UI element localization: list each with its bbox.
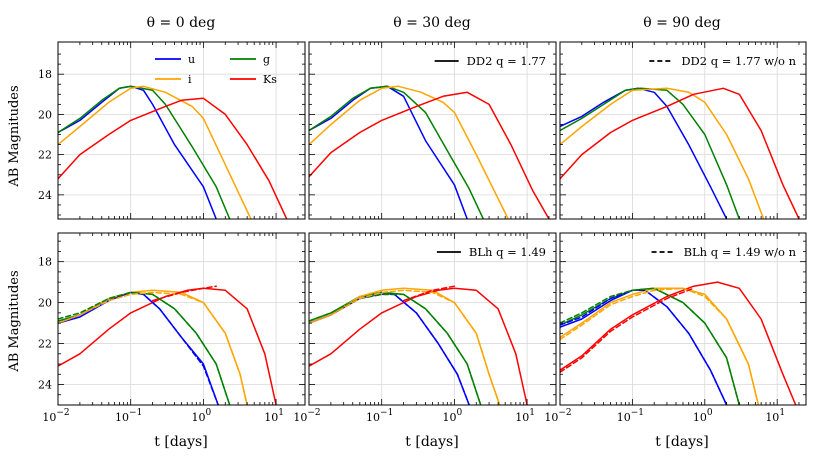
curve-g-solid	[309, 85, 485, 219]
curve-Ks-solid	[309, 91, 550, 219]
curve-u-solid	[309, 85, 468, 219]
panel-bottom-middle: 10−2 10−1 100 101 BLh q = 1.49	[293, 232, 557, 424]
curve-Ks-solid	[58, 97, 288, 219]
x-tick-label: 10−1	[366, 408, 393, 424]
curve-i-dashed	[58, 291, 248, 405]
legend-label: DD2 q = 1.77	[467, 54, 546, 68]
curve-i-solid	[309, 85, 509, 219]
curve-g-solid	[58, 291, 231, 405]
column-title-1: θ = 30 deg	[393, 15, 471, 31]
x-tick-label: 10−2	[544, 408, 571, 424]
plot-frame	[559, 232, 807, 406]
curve-g-dashed	[58, 291, 231, 405]
x-tick-label: 100	[443, 408, 463, 424]
x-tick-label: 10−1	[617, 408, 644, 424]
curves	[309, 285, 528, 405]
y-axis-labels: AB Magnitudes AB Magnitudes	[7, 85, 22, 372]
curve-i-solid	[560, 87, 765, 219]
curve-Ks-dashed	[151, 285, 217, 302]
curve-Ks-solid	[560, 281, 797, 405]
curve-g-solid	[58, 85, 231, 219]
legend-entry: BLh q = 1.49 w/o n	[651, 245, 797, 259]
curve-i-solid	[58, 85, 252, 219]
x-tick-label: 100	[693, 408, 713, 424]
x-tick-label: 100	[192, 408, 212, 424]
curve-u-solid	[560, 87, 728, 219]
curve-i-solid	[309, 287, 501, 405]
curve-Ks-solid	[560, 87, 800, 219]
curve-i-dashed	[309, 289, 501, 405]
plot-frame	[57, 41, 306, 220]
panel-bottom-right: 10−2 10−1 100 101 BLh q = 1.49 w/o n	[544, 232, 807, 424]
curve-Ks-dashed	[402, 285, 456, 302]
curve-i-dashed	[560, 287, 760, 405]
plot-frame	[308, 41, 557, 220]
curve-Ks-dashed	[560, 287, 695, 373]
plot-frame	[57, 232, 306, 406]
legend-label-i: i	[188, 73, 192, 86]
y-tick-label: 18	[38, 256, 52, 269]
x-tick-label: 10−2	[293, 408, 320, 424]
legend-entry: DD2 q = 1.77 w/o n	[649, 54, 797, 68]
x-tick-label: 10−1	[115, 408, 142, 424]
legend-entry-Ks: Ks	[230, 73, 277, 86]
curve-g-solid	[309, 291, 482, 405]
curve-i-solid	[560, 287, 760, 405]
legend-label: DD2 q = 1.77 w/o n	[681, 54, 796, 68]
y-tick-label: 20	[38, 108, 52, 121]
x-tick-label: 101	[765, 408, 785, 424]
curve-g-dashed	[560, 287, 741, 405]
legend-label-u: u	[188, 53, 195, 66]
curves	[560, 281, 797, 405]
x-axis-labels: t [days] t [days] t [days]	[154, 434, 708, 450]
y-tick-label: 22	[38, 149, 52, 162]
panel-top-left: 18 20 22 24 u g i Ks	[38, 41, 306, 220]
legend-entry: DD2 q = 1.77	[434, 54, 546, 68]
x-axis-label-0: t [days]	[154, 434, 207, 450]
curve-g-dashed	[309, 293, 482, 405]
curve-u-solid	[560, 289, 728, 405]
curves	[309, 85, 550, 219]
curve-Ks-solid	[309, 287, 528, 405]
x-tick-label: 101	[515, 408, 535, 424]
x-axis-label-1: t [days]	[405, 434, 458, 450]
y-tick-label: 24	[38, 379, 52, 392]
column-titles: θ = 0 deg θ = 30 deg θ = 90 deg	[147, 15, 721, 31]
legend-label-g: g	[263, 53, 270, 66]
plot-frame	[559, 41, 807, 220]
legend-entry: BLh q = 1.49	[436, 245, 546, 259]
x-tick-label: 101	[264, 408, 284, 424]
legend-label: BLh q = 1.49	[469, 245, 546, 259]
legend-entry-u: u	[155, 53, 195, 66]
curve-Ks-solid	[58, 287, 277, 405]
legend-entry-i: i	[155, 73, 192, 86]
panels: 18 20 22 24 u g i Ks DD2 q = 1.77 DD2 q = 1.77 w/…	[38, 41, 807, 424]
panel-top-right: DD2 q = 1.77 w/o n	[559, 41, 807, 220]
curve-u-solid	[58, 85, 217, 219]
legend-entry-g: g	[230, 53, 270, 66]
y-axis-label-bottom: AB Magnitudes	[7, 270, 22, 372]
curve-u-dashed	[560, 289, 728, 405]
panel-top-middle: DD2 q = 1.77	[308, 41, 557, 220]
legend-label-Ks: Ks	[263, 73, 277, 86]
x-axis-label-2: t [days]	[655, 434, 708, 450]
curves	[58, 285, 277, 405]
y-tick-label: 20	[38, 297, 52, 310]
curve-g-solid	[560, 87, 741, 219]
legend-label: BLh q = 1.49 w/o n	[684, 245, 797, 259]
curves	[58, 85, 288, 219]
x-tick-label: 10−2	[42, 408, 69, 424]
y-tick-label: 24	[38, 189, 52, 202]
curves	[560, 87, 800, 219]
column-title-0: θ = 0 deg	[147, 15, 216, 31]
y-axis-label-top: AB Magnitudes	[7, 85, 22, 187]
y-tick-label: 22	[38, 338, 52, 351]
y-tick-label: 18	[38, 68, 52, 81]
column-title-2: θ = 90 deg	[643, 15, 721, 31]
panel-bottom-left: 18 20 22 24 10−2 10−1 100 101	[38, 232, 306, 424]
plot-frame	[308, 232, 557, 406]
